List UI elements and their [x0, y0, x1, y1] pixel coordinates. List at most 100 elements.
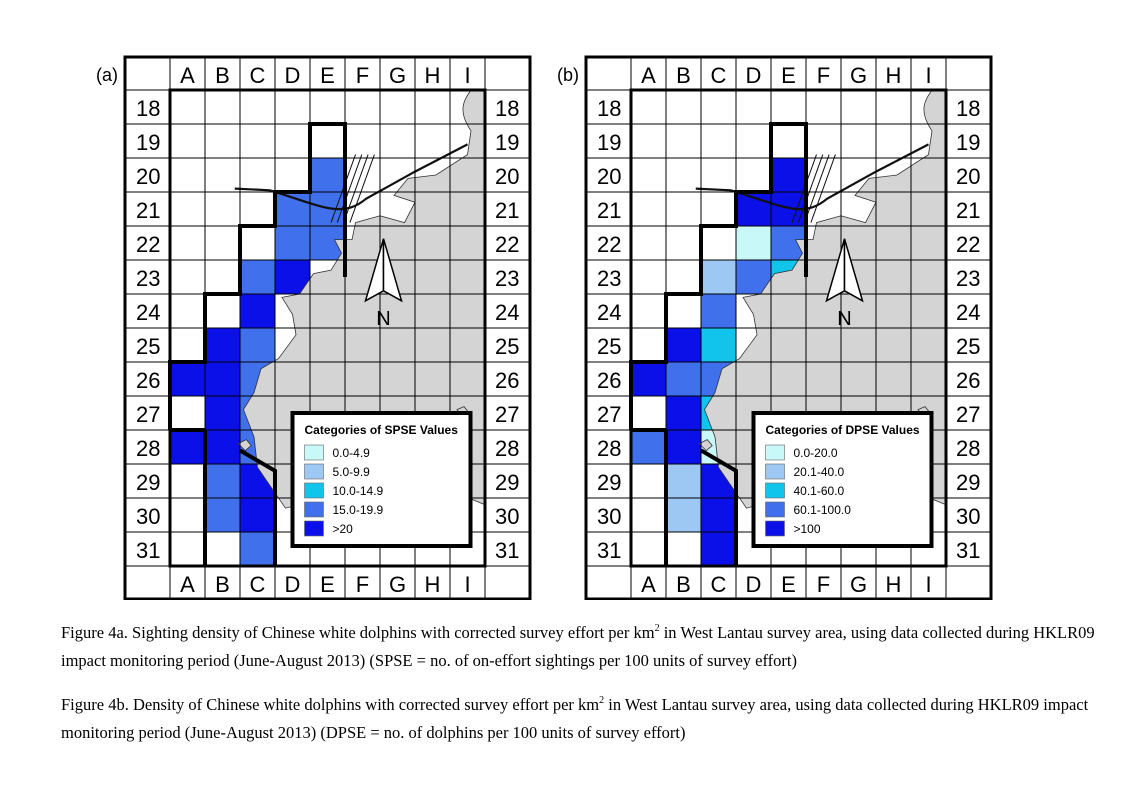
column-label-bottom: I — [925, 572, 931, 597]
row-label-left: 31 — [136, 538, 160, 563]
figure-4b-caption: Figure 4b. Density of Chinese white dolp… — [61, 691, 1101, 747]
row-label-right: 25 — [495, 334, 519, 359]
row-label-right: 21 — [495, 198, 519, 223]
map-inner-frame — [168, 88, 487, 568]
density-cell — [275, 226, 310, 260]
column-label-top: A — [180, 63, 195, 88]
row-label-left: 23 — [597, 266, 621, 291]
column-label-bottom: E — [781, 572, 796, 597]
survey-area-boundary — [168, 122, 347, 566]
density-cell — [701, 498, 736, 532]
row-label-left: 19 — [136, 130, 160, 155]
density-cell — [240, 294, 275, 328]
density-cell — [631, 430, 666, 464]
legend-swatch — [304, 444, 324, 461]
row-label-right: 29 — [956, 470, 980, 495]
row-label-left: 24 — [136, 300, 160, 325]
row-label-right: 21 — [956, 198, 980, 223]
north-arrow-icon — [382, 238, 403, 303]
row-label-left: 21 — [597, 198, 621, 223]
panel-label: (a) — [96, 65, 118, 85]
density-cell — [205, 362, 240, 396]
column-label-top: H — [425, 63, 441, 88]
density-cell — [666, 498, 701, 532]
row-label-right: 22 — [495, 232, 519, 257]
column-label-top: B — [215, 63, 230, 88]
north-label: N — [376, 308, 390, 330]
row-label-right: 26 — [956, 368, 980, 393]
density-cell — [701, 532, 736, 566]
column-label-top: G — [850, 63, 867, 88]
legend-swatch — [765, 444, 785, 461]
row-label-left: 26 — [136, 368, 160, 393]
density-cell — [310, 158, 345, 192]
bridge-hatch — [810, 154, 836, 223]
row-label-left: 25 — [597, 334, 621, 359]
column-label-top: F — [356, 63, 369, 88]
column-label-bottom: F — [817, 572, 830, 597]
column-label-bottom: H — [425, 572, 441, 597]
column-label-top: D — [285, 63, 301, 88]
density-cell — [170, 430, 205, 464]
figure-4a-caption-text-end: in West Lantau survey area, using data c… — [61, 623, 1095, 670]
density-cell — [666, 328, 701, 362]
row-label-right: 30 — [495, 504, 519, 529]
density-cell — [631, 362, 666, 396]
legend-item-label: 15.0-19.9 — [333, 503, 384, 517]
column-label-bottom: E — [320, 572, 335, 597]
row-label-right: 27 — [495, 402, 519, 427]
legend-swatch — [304, 463, 324, 480]
row-label-left: 22 — [136, 232, 160, 257]
map-outer-frame — [584, 55, 993, 600]
row-label-left: 28 — [597, 436, 621, 461]
legend-swatch — [304, 501, 324, 518]
figure-4a-caption: Figure 4a. Sighting density of Chinese w… — [61, 619, 1101, 675]
column-label-top: I — [464, 63, 470, 88]
row-label-left: 23 — [136, 266, 160, 291]
column-label-top: B — [676, 63, 691, 88]
density-cell — [205, 430, 240, 464]
column-label-top: G — [389, 63, 406, 88]
column-label-top: C — [250, 63, 266, 88]
column-label-bottom: I — [464, 572, 470, 597]
column-label-top: D — [746, 63, 762, 88]
column-label-bottom: C — [250, 572, 266, 597]
map-inner-frame — [629, 88, 948, 568]
row-label-left: 31 — [597, 538, 621, 563]
column-label-bottom: G — [850, 572, 867, 597]
legend-item-label: 5.0-9.9 — [333, 465, 371, 479]
bridge-hatch — [797, 154, 824, 223]
figure-4a-caption-superscript: 2 — [654, 623, 660, 634]
legend-item-label: 60.1-100.0 — [794, 503, 852, 517]
row-label-right: 24 — [956, 300, 980, 325]
row-label-left: 29 — [597, 470, 621, 495]
row-label-right: 30 — [956, 504, 980, 529]
bridge-hatch — [343, 154, 369, 223]
density-cell — [205, 498, 240, 532]
small-island — [237, 439, 252, 452]
small-island — [698, 439, 713, 452]
legend-swatch — [765, 482, 785, 499]
column-label-bottom: C — [711, 572, 727, 597]
row-label-right: 25 — [956, 334, 980, 359]
column-label-bottom: H — [886, 572, 902, 597]
legend-title: Categories of SPSE Values — [305, 423, 459, 437]
legend-item-label: 20.1-40.0 — [794, 465, 845, 479]
row-label-right: 20 — [495, 164, 519, 189]
legend-item-label: >100 — [794, 522, 821, 536]
row-label-left: 18 — [597, 96, 621, 121]
row-label-left: 18 — [136, 96, 160, 121]
row-label-right: 19 — [495, 130, 519, 155]
north-label: N — [837, 308, 851, 330]
row-label-right: 23 — [956, 266, 980, 291]
density-cell — [666, 362, 701, 396]
density-cell — [205, 396, 240, 430]
legend-swatch — [304, 482, 324, 499]
row-label-right: 26 — [495, 368, 519, 393]
column-label-top: F — [817, 63, 830, 88]
bridge-hatch — [804, 154, 830, 223]
density-cell — [666, 464, 701, 498]
bridge-hatch — [349, 154, 375, 223]
density-cell — [771, 158, 806, 192]
